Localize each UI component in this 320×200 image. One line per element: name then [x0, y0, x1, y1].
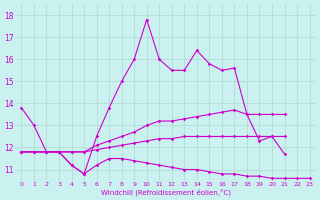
X-axis label: Windchill (Refroidissement éolien,°C): Windchill (Refroidissement éolien,°C)	[100, 188, 230, 196]
